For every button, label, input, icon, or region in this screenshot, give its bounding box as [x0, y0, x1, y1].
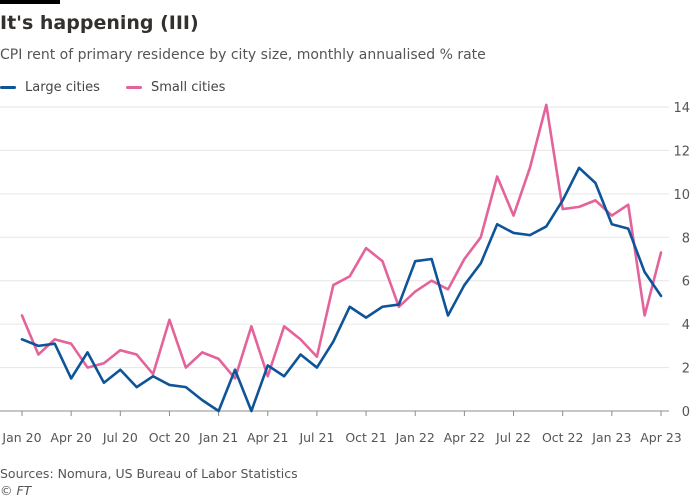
y-tick-label: 8 — [682, 231, 690, 246]
legend-label-small-cities: Small cities — [150, 79, 226, 95]
chart-subtitle: CPI rent of primary residence by city si… — [0, 47, 486, 63]
legend-swatch-large-cities — [0, 85, 16, 89]
x-tick-label: Oct 21 — [345, 430, 387, 445]
copyright-note: © FT — [0, 483, 32, 498]
top-accent-bar — [0, 0, 60, 4]
x-tick-label: Jan 23 — [591, 430, 631, 445]
legend-item-small-cities: Small cities — [125, 79, 226, 95]
series-line-small-cities — [20, 103, 663, 380]
y-tick-label: 4 — [682, 318, 690, 333]
x-tick-label: Apr 20 — [50, 430, 92, 445]
source-note: Sources: Nomura, US Bureau of Labor Stat… — [0, 466, 298, 481]
legend-swatch-small-cities — [125, 85, 142, 89]
y-tick-label: 6 — [682, 275, 690, 290]
x-tick-label: Oct 22 — [542, 430, 584, 445]
x-tick-label: Jan 21 — [198, 430, 238, 445]
y-tick-label: 12 — [673, 144, 690, 159]
series-line-large-cities — [20, 166, 663, 413]
y-tick-label: 0 — [682, 405, 690, 420]
x-tick-label: Jul 21 — [298, 430, 334, 445]
y-tick-label: 10 — [673, 188, 690, 203]
legend: Large cities Small cities — [0, 78, 251, 96]
x-tick-label: Jul 22 — [495, 430, 531, 445]
x-tick-label: Oct 20 — [149, 430, 191, 445]
x-tick-label: Jul 20 — [102, 430, 138, 445]
x-tick-label: Jan 20 — [1, 430, 41, 445]
y-tick-label: 14 — [673, 101, 690, 116]
x-tick-label: Apr 23 — [640, 430, 682, 445]
chart-title: It's happening (III) — [0, 12, 199, 34]
x-tick-label: Jan 22 — [395, 430, 435, 445]
y-tick-label: 2 — [682, 362, 690, 377]
x-tick-label: Apr 21 — [247, 430, 289, 445]
legend-label-large-cities: Large cities — [25, 79, 100, 95]
legend-item-large-cities: Large cities — [0, 80, 100, 95]
x-tick-label: Apr 22 — [444, 430, 486, 445]
